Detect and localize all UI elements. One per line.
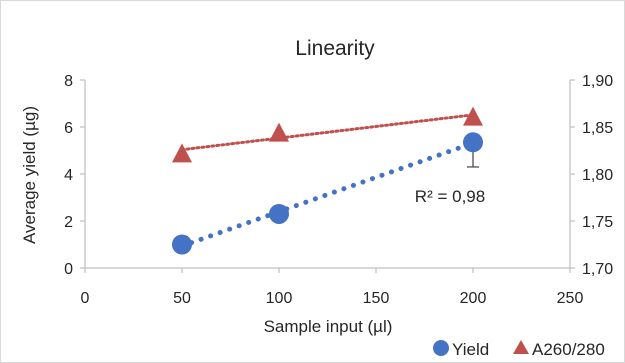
y-tick-label: 2 <box>64 214 73 231</box>
x-tick-label: 250 <box>557 290 584 307</box>
chart-title: Linearity <box>295 37 375 60</box>
a260-280-point <box>172 143 192 163</box>
yield-point <box>463 132 483 153</box>
yield-point <box>269 203 289 224</box>
y2-tick-label: 1,80 <box>582 167 613 184</box>
y2-tick-label: 1,85 <box>582 120 613 137</box>
legend-label: Yield <box>452 340 489 359</box>
legend-label: A260/280 <box>532 340 605 359</box>
x-tick-label: 200 <box>460 290 487 307</box>
annotations: R² = 0,98 <box>415 187 485 206</box>
x-tick-label: 0 <box>81 290 90 307</box>
trendlines <box>179 113 476 249</box>
r-squared-label: R² = 0,98 <box>415 187 485 206</box>
x-tick-label: 150 <box>363 290 390 307</box>
x-tick-label: 100 <box>266 290 293 307</box>
y2-tick-label: 1,90 <box>582 73 613 90</box>
axis-ticks: 0 50 100 150 200 250 0 2 4 6 8 1,70 1,75 1,80 1,85 1,90 <box>64 73 613 307</box>
legend-marker-yield <box>433 340 449 356</box>
y2-tick-label: 1,70 <box>582 261 613 278</box>
y-tick-label: 8 <box>64 73 73 90</box>
trendline-a260-280 <box>180 113 475 152</box>
y-tick-label: 0 <box>64 261 73 278</box>
x-axis-label: Sample input (µl) <box>264 317 393 336</box>
legend-marker-a260-280 <box>513 340 529 354</box>
y-tick-label: 6 <box>64 120 73 137</box>
a260-280-point <box>463 106 483 126</box>
legend: Yield A260/280 <box>433 340 605 359</box>
y-tick-label: 4 <box>64 167 73 184</box>
y2-tick-label: 1,75 <box>582 214 613 231</box>
yield-point <box>172 234 192 255</box>
trendline-yield <box>179 140 476 249</box>
y-axis-label: Average yield (µg) <box>20 106 39 244</box>
data-points <box>172 106 483 255</box>
a260-280-point <box>269 122 289 142</box>
x-tick-label: 50 <box>173 290 191 307</box>
